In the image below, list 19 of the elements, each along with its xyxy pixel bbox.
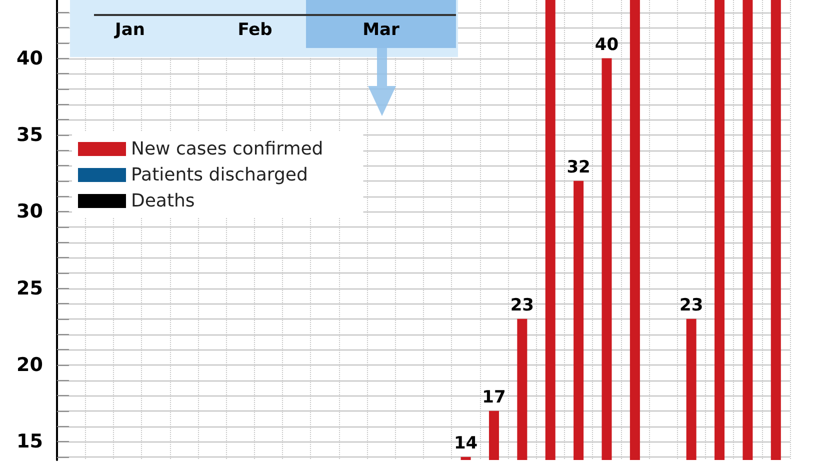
data-label: 17 [482, 387, 506, 408]
data-label: 23 [679, 295, 704, 316]
data-label: 23 [510, 295, 534, 316]
annotation: Feb [236, 20, 274, 40]
inset-panel: Jan Feb Mar [70, 0, 458, 57]
legend-label: Patients discharged [131, 164, 308, 186]
y-tick-label: 15 [16, 430, 43, 453]
annotation: Jan [113, 20, 146, 40]
y-tick-label: 30 [16, 200, 43, 223]
y-tick-label: 35 [16, 124, 43, 146]
y-tick-label: 20 [16, 354, 43, 376]
data-label: 32 [566, 157, 590, 178]
legend-label: New cases confirmed [131, 138, 324, 160]
data-label: 40 [594, 34, 619, 55]
legend-label: Deaths [131, 190, 195, 212]
y-tick-label: 40 [16, 47, 43, 70]
data-label: 14 [454, 433, 478, 454]
y-tick-label: 25 [16, 277, 43, 300]
annotation: Mar [362, 20, 400, 40]
